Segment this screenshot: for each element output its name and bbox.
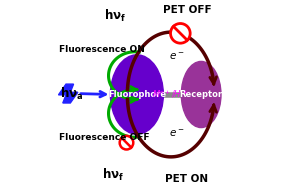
Text: $\mathbf{h\nu_f}$: $\mathbf{h\nu_f}$ — [104, 8, 126, 24]
Text: $\mathbf{h\nu_f}$: $\mathbf{h\nu_f}$ — [102, 167, 124, 183]
Polygon shape — [58, 84, 78, 103]
Text: $\mathbf{h\nu_a}$: $\mathbf{h\nu_a}$ — [60, 85, 84, 102]
Text: PET OFF: PET OFF — [163, 5, 211, 15]
Text: PET ON: PET ON — [165, 174, 209, 184]
Text: $M^{n+}/H^+$: $M^{n+}/H^+$ — [152, 89, 188, 100]
Text: $e^-$: $e^-$ — [169, 51, 184, 62]
Circle shape — [120, 136, 133, 149]
Ellipse shape — [110, 55, 163, 134]
Text: $e^-$: $e^-$ — [169, 128, 184, 139]
Text: Receptor: Receptor — [180, 90, 223, 99]
Text: Fluorophore: Fluorophore — [108, 90, 166, 99]
Circle shape — [171, 23, 190, 43]
Text: Fluorescence OFF: Fluorescence OFF — [59, 133, 150, 143]
Text: Fluorescence ON: Fluorescence ON — [59, 45, 145, 54]
Ellipse shape — [181, 61, 221, 128]
